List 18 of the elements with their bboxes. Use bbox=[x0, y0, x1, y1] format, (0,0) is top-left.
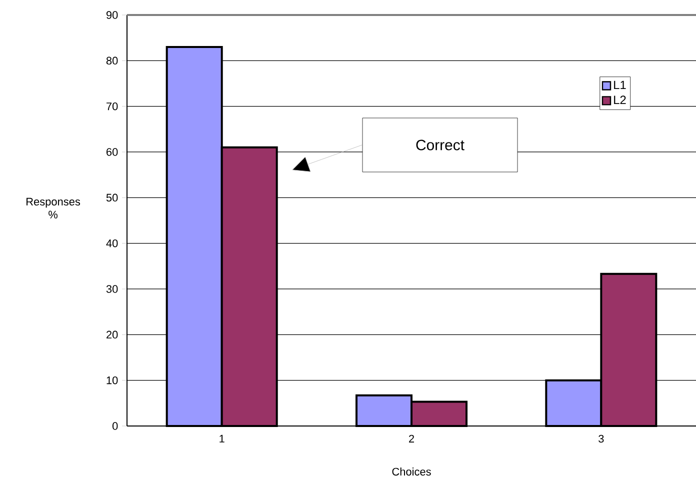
x-tick-label: 1 bbox=[220, 434, 224, 442]
x-tick-label: 3 bbox=[598, 434, 604, 443]
annotation: Correct bbox=[416, 140, 464, 150]
y-tick-label: 0 bbox=[112, 422, 118, 430]
y-tick-label: 30 bbox=[106, 285, 118, 293]
y-tick-label: 90 bbox=[106, 11, 118, 19]
y-tick-label: 60 bbox=[106, 148, 118, 156]
y-tick-label: 20 bbox=[106, 330, 118, 339]
y-tick-label: 40 bbox=[106, 239, 118, 248]
y-tick-label: 70 bbox=[106, 102, 118, 110]
legend-label: L2 bbox=[614, 96, 626, 104]
legend-label: L1 bbox=[614, 80, 626, 90]
x-tick-label: 2 bbox=[409, 434, 414, 442]
y-axis-title: Responses % bbox=[26, 198, 80, 218]
y-tick-label: 50 bbox=[106, 194, 118, 202]
y-tick-label: 80 bbox=[106, 56, 118, 65]
y-tick-label: 10 bbox=[106, 376, 118, 384]
x-axis-title: Choices bbox=[392, 468, 431, 476]
